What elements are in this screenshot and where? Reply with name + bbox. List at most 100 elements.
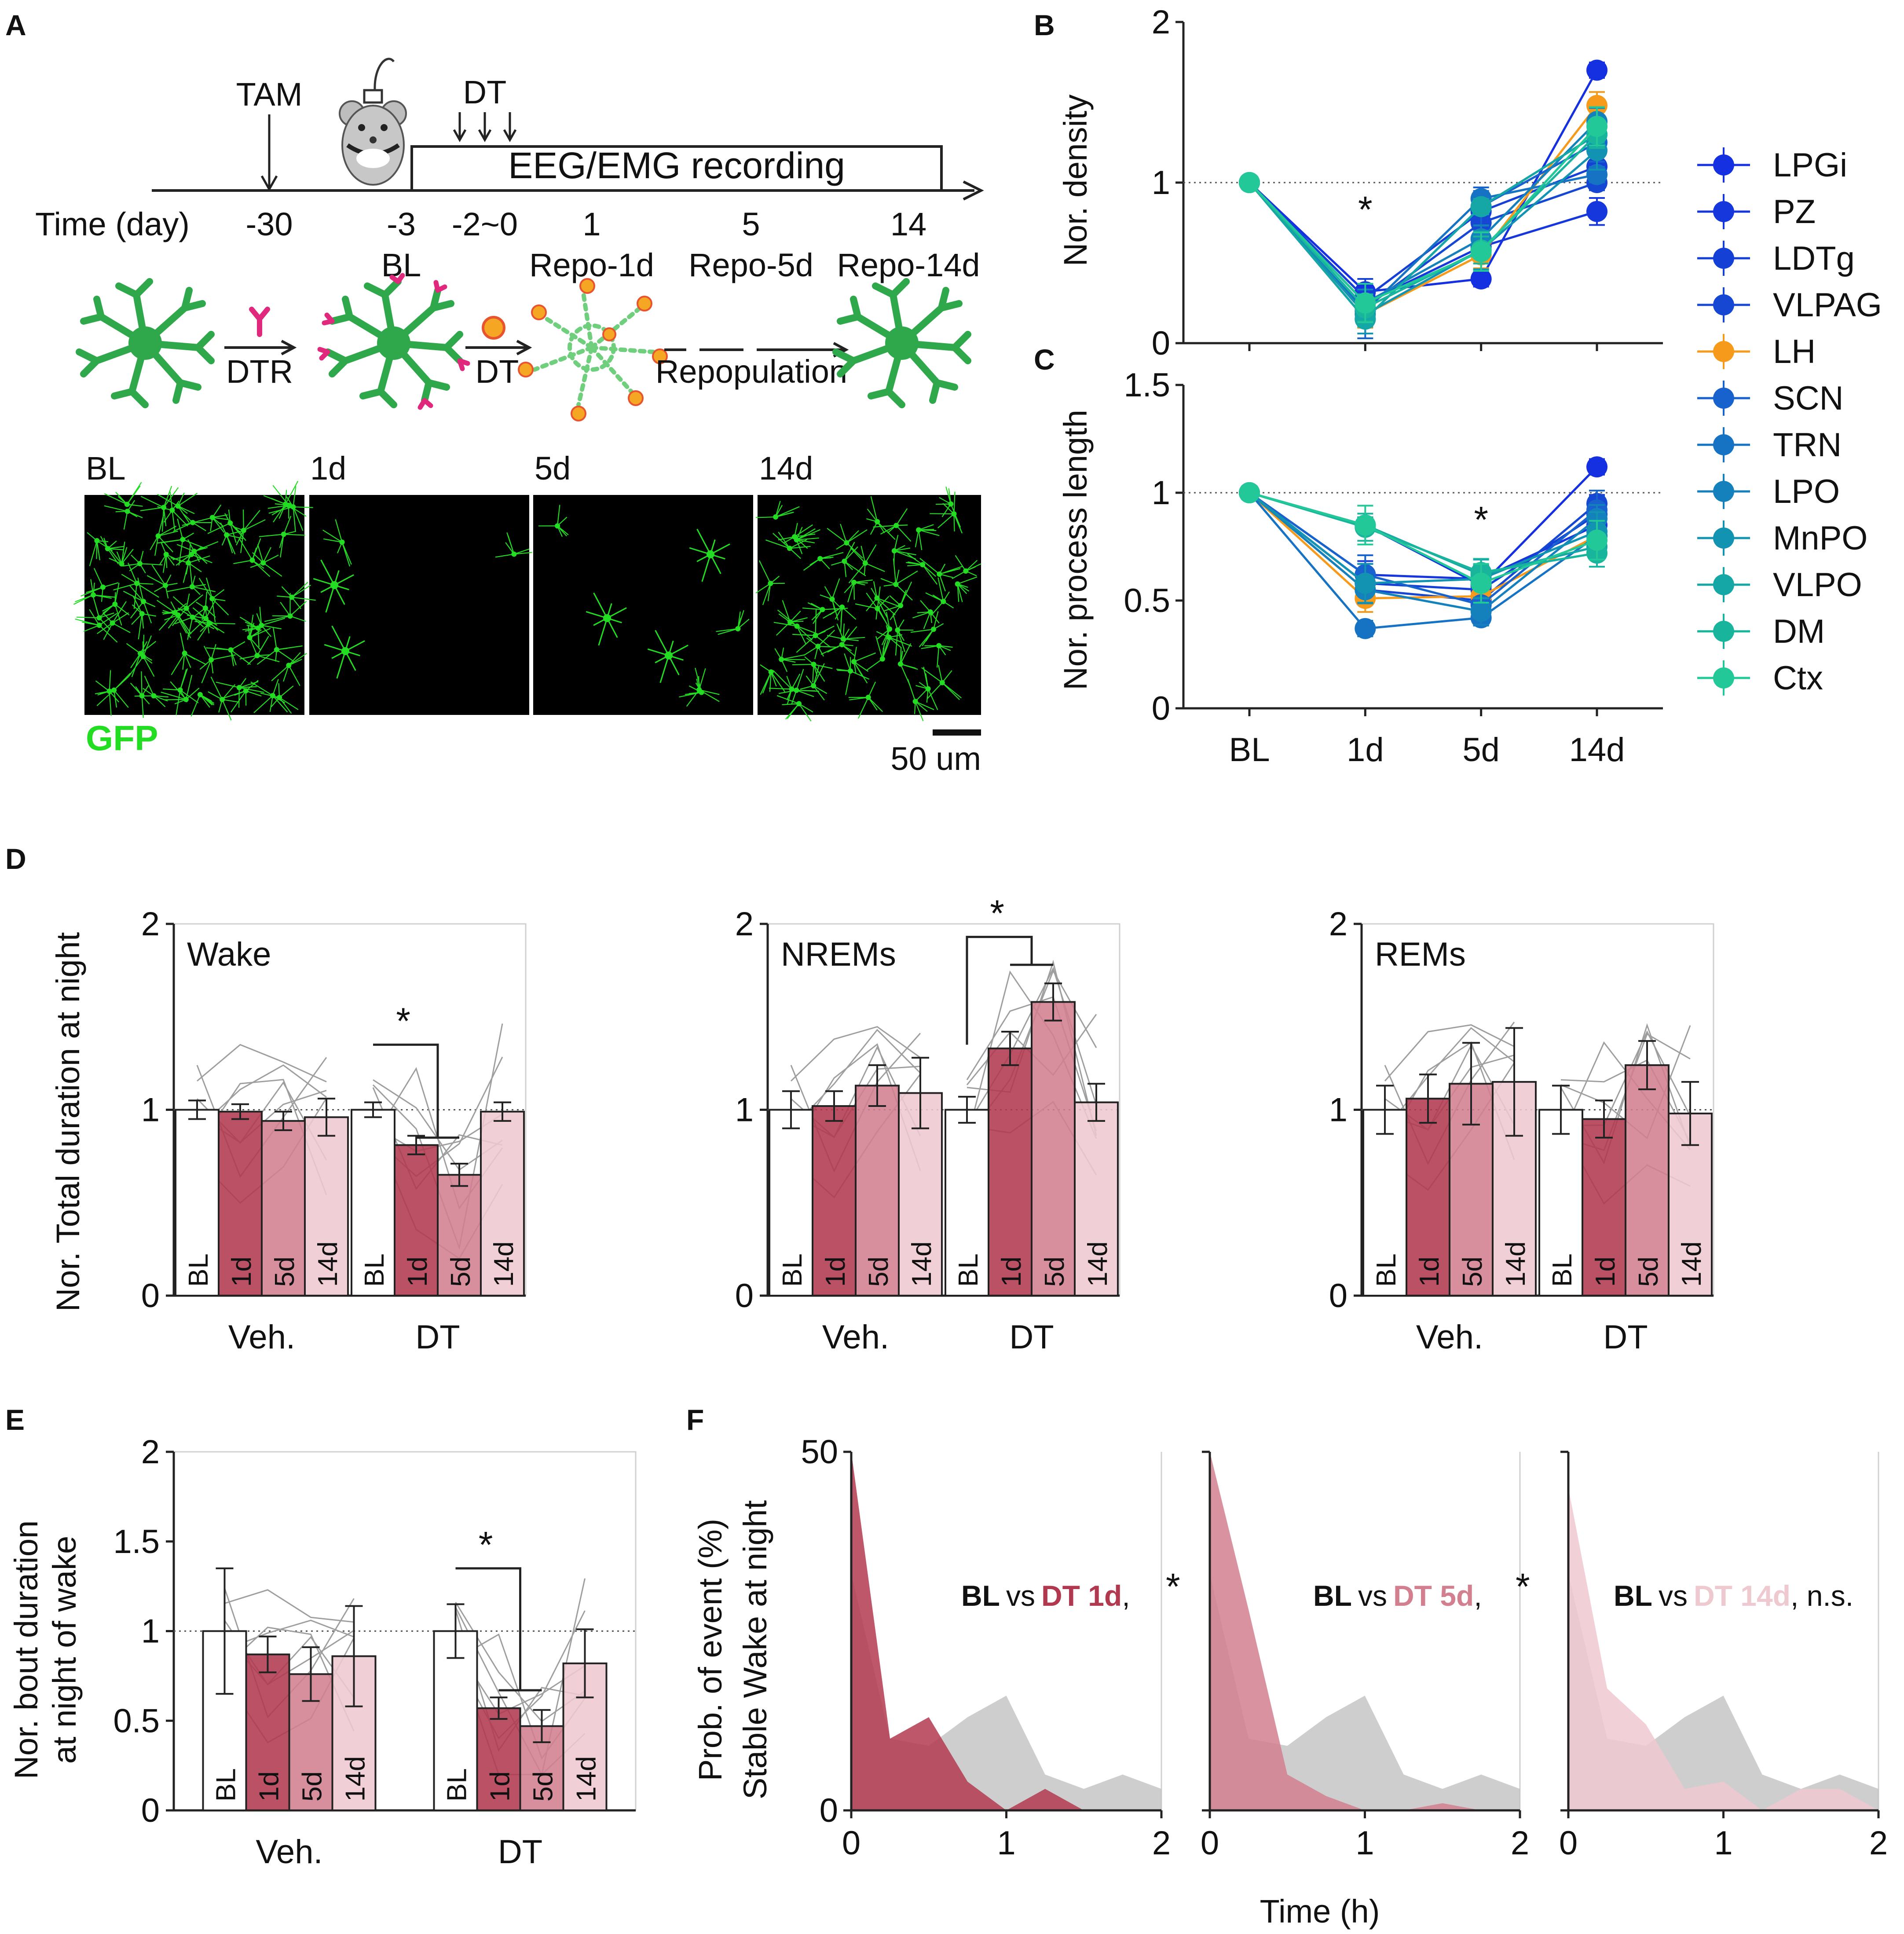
gfp-process xyxy=(853,582,865,586)
repopulation-label: Repopulation xyxy=(655,353,847,390)
gfp-process xyxy=(205,591,208,608)
gfp-process xyxy=(882,647,884,659)
panel-b: B Nor. density 0 1 2 * xyxy=(1034,4,1663,362)
gfp-process xyxy=(139,563,146,574)
gfp-process xyxy=(175,603,187,613)
comparison-label-1d: BL vs DT 1d, xyxy=(961,1579,1130,1612)
bar xyxy=(1031,1001,1076,1297)
gfp-process xyxy=(844,542,855,562)
y-axis-label: Nor. density xyxy=(1057,95,1094,267)
gfp-process xyxy=(889,634,903,638)
gfp-process xyxy=(873,525,897,528)
gfp-process xyxy=(957,583,970,592)
gfp-process xyxy=(269,695,274,712)
gfp-process xyxy=(212,514,228,518)
micrograph-14d xyxy=(758,495,981,715)
gfp-process xyxy=(277,595,292,598)
gfp-process xyxy=(291,582,308,598)
gfp-process xyxy=(774,648,782,660)
gfp-process xyxy=(689,547,711,555)
gfp-process xyxy=(868,681,876,698)
recording-box xyxy=(410,145,943,192)
gfp-process xyxy=(915,701,928,712)
data-point xyxy=(1470,241,1492,262)
gfp-process xyxy=(198,578,213,599)
individual-trace xyxy=(1384,1024,1515,1082)
gfp-process xyxy=(930,612,940,624)
gfp-process xyxy=(848,563,866,583)
gfp-process xyxy=(157,539,183,544)
gfp-process xyxy=(259,607,262,626)
gfp-process xyxy=(895,630,898,656)
gfp-process xyxy=(925,592,944,602)
gfp-process xyxy=(257,654,270,656)
gfp-process xyxy=(239,687,264,693)
gfp-process xyxy=(95,607,100,618)
gfp-process xyxy=(222,699,238,703)
gfp-process xyxy=(820,644,842,655)
gfp-process xyxy=(337,542,343,553)
significance-bracket xyxy=(455,1567,521,1690)
gfp-process xyxy=(593,592,608,619)
x-tick-label: 1 xyxy=(997,1824,1015,1862)
gfp-process xyxy=(792,634,816,636)
gfp-process xyxy=(177,492,198,507)
gfp-process xyxy=(100,536,108,549)
data-point xyxy=(1470,196,1492,217)
bar-label: 14d xyxy=(1501,1242,1531,1287)
gfp-process xyxy=(240,530,244,553)
panel-label-e: E xyxy=(5,1403,25,1436)
gfp-process xyxy=(103,623,113,640)
gfp-process xyxy=(607,617,622,623)
gfp-process xyxy=(243,519,266,531)
gfp-process xyxy=(842,623,845,639)
gfp-process xyxy=(101,587,104,602)
gfp-process xyxy=(107,548,124,550)
comparison-label-14d: BL vs DT 14d, n.s. xyxy=(1614,1579,1853,1612)
gfp-process xyxy=(344,636,351,652)
gfp-process xyxy=(900,590,907,606)
gfp-process xyxy=(252,560,271,577)
gfp-process xyxy=(183,513,193,523)
micrograph-1d xyxy=(309,495,529,715)
gfp-process xyxy=(926,689,929,703)
gfp-process xyxy=(167,586,193,592)
gfp-process xyxy=(796,537,819,541)
bar-label: 14d xyxy=(489,1242,519,1287)
gfp-process xyxy=(278,504,286,519)
scale-bar-label: 50 um xyxy=(890,740,981,777)
gfp-process xyxy=(880,578,896,585)
gfp-process xyxy=(818,646,838,648)
gfp-process xyxy=(281,586,293,598)
gfp-process xyxy=(870,496,878,522)
gfp-process xyxy=(877,597,901,608)
gfp-process xyxy=(162,554,167,573)
gfp-process xyxy=(127,504,143,507)
gfp-process xyxy=(126,485,141,505)
gfp-process xyxy=(782,703,799,705)
gfp-process xyxy=(557,516,568,527)
chart-d-rems: 0 1 2 REMs Veh. BL 1d 5d 14d DT BL 1d 5d 14d xyxy=(1329,905,1714,1356)
chart-f-5d: 0 1 2 xyxy=(1201,1450,1529,1862)
gfp-process xyxy=(775,505,783,517)
gfp-process xyxy=(103,582,119,588)
gfp-process xyxy=(249,637,261,651)
gfp-process xyxy=(179,689,199,703)
gfp-process xyxy=(174,612,187,634)
gfp-process xyxy=(836,623,844,639)
gfp-process xyxy=(794,536,808,549)
gfp-process xyxy=(853,647,857,662)
x-tick-label: 0 xyxy=(1201,1824,1219,1862)
gfp-process xyxy=(121,574,137,584)
gfp-process xyxy=(283,534,305,536)
gfp-process xyxy=(212,517,225,533)
gfp-process xyxy=(154,585,166,592)
gfp-process xyxy=(176,690,181,715)
gfp-process xyxy=(293,507,296,532)
compare-stat: , xyxy=(1474,1579,1482,1612)
gfp-process xyxy=(781,659,788,672)
gfp-process xyxy=(794,533,816,538)
gfp-process xyxy=(943,601,954,608)
gfp-process xyxy=(275,649,277,662)
legend-label: LPO xyxy=(1773,473,1840,510)
